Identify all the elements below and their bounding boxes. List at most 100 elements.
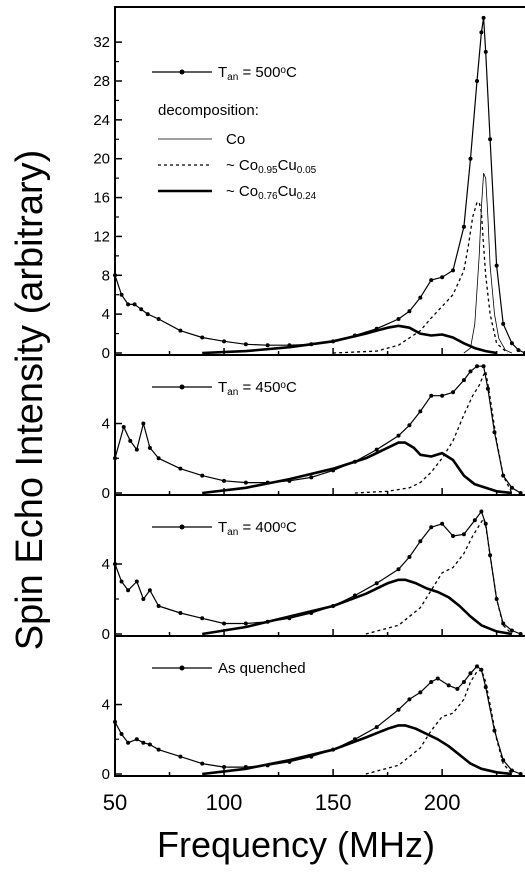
y-axis-label: Spin Echo Intensity (arbitrary): [9, 150, 51, 651]
data-point: [126, 302, 131, 307]
text-segment: T: [218, 379, 227, 396]
text-segment: ~ Co: [226, 183, 258, 200]
legend: As quenched: [152, 660, 306, 677]
degree-mark: o: [280, 380, 286, 391]
subscript: an: [227, 387, 238, 398]
data-point: [128, 438, 133, 443]
text-segment: Co: [226, 131, 245, 148]
data-point: [440, 521, 445, 526]
data-point: [265, 343, 270, 348]
data-point: [147, 742, 152, 747]
data-point: [126, 740, 131, 745]
data-point: [119, 732, 124, 737]
legend-swatch-marker: [179, 665, 185, 671]
data-point: [119, 292, 124, 297]
data-point: [222, 478, 227, 483]
subscript: 0.05: [297, 165, 317, 176]
x-tick-label: 200: [424, 790, 461, 815]
data-point: [479, 509, 484, 514]
legend-swatch-marker: [179, 384, 185, 390]
degree-mark: o: [280, 65, 286, 76]
y-tick-label: 16: [93, 190, 110, 207]
data-point: [407, 555, 412, 559]
y-tick-label: 4: [102, 416, 110, 433]
y-tick-label: 0: [102, 766, 110, 783]
series-line-data: [114, 665, 521, 775]
data-point: [119, 579, 124, 584]
data-point: [418, 690, 423, 695]
data-point: [451, 534, 456, 538]
legend-text: Tan = 500oC: [218, 64, 297, 83]
legend-swatch-marker: [179, 524, 185, 530]
data-point: [461, 532, 466, 537]
y-tick-label: 24: [93, 112, 110, 129]
legend: Tan = 400oC: [152, 519, 297, 538]
data-point: [429, 393, 434, 398]
data-point: [139, 307, 144, 312]
data-point: [141, 740, 146, 745]
data-point: [481, 364, 486, 369]
data-point: [479, 30, 484, 35]
x-tick-label: 50: [103, 790, 127, 815]
text-segment: C: [286, 519, 297, 536]
data-point: [468, 671, 473, 676]
text-segment: = 450: [238, 379, 280, 396]
panel-400: 0 4 Tan = 400oC: [102, 494, 525, 643]
text-segment: T: [218, 64, 227, 81]
y-tick-label: 4: [102, 306, 110, 323]
series-line-Co0-95Cu0-05: [354, 370, 513, 494]
data-point: [429, 278, 434, 283]
data-point: [147, 588, 152, 593]
panel-quenched: 0 4 As quenched: [102, 635, 525, 783]
data-point: [509, 341, 514, 346]
legend-text: ~ Co0.76Cu0.24: [226, 183, 317, 202]
series-line-Co0-95Cu0-05: [333, 201, 509, 354]
subscript: 0.76: [258, 191, 278, 202]
legend-text: Co: [226, 131, 245, 148]
data-point: [178, 466, 183, 471]
y-tick-label: 0: [102, 626, 110, 643]
series-line-Co0-95Cu0-05: [365, 669, 513, 775]
data-point: [141, 597, 146, 601]
data-point: [518, 772, 523, 776]
series-line-Co0-76Cu0-24: [202, 441, 513, 495]
data-point: [468, 156, 473, 161]
y-tick-label: 4: [102, 556, 110, 573]
plot-frame: [114, 494, 525, 637]
legend: Tan = 450oC: [152, 379, 297, 398]
data-point: [178, 754, 183, 759]
data-point: [200, 473, 205, 478]
data-point: [481, 15, 486, 20]
data-point: [418, 409, 423, 414]
data-point: [429, 679, 434, 684]
text-segment: ~ Co: [226, 157, 258, 174]
data-point: [222, 621, 227, 626]
data-point: [126, 588, 131, 593]
data-point: [509, 628, 514, 633]
data-point: [141, 421, 146, 426]
data-point: [485, 386, 490, 391]
data-point: [501, 321, 506, 326]
subscript: an: [227, 72, 238, 83]
text-segment: As quenched: [218, 660, 306, 677]
data-point: [309, 475, 314, 480]
data-point: [483, 49, 488, 54]
data-point: [200, 335, 205, 340]
data-point: [134, 737, 139, 742]
data-point: [468, 369, 473, 374]
y-tick-label: 32: [93, 34, 110, 51]
series-line-Co0-76Cu0-24: [201, 578, 513, 636]
x-tick-label: 100: [206, 790, 243, 815]
text-segment: = 400: [238, 519, 280, 536]
degree-mark: o: [280, 520, 286, 531]
plot-frame: [114, 6, 525, 356]
y-tick-label: 28: [93, 73, 110, 90]
data-point: [451, 268, 456, 273]
data-point: [156, 747, 161, 752]
y-tick-label: 20: [93, 151, 110, 168]
data-point: [475, 664, 480, 669]
legend-swatch-marker: [179, 69, 185, 75]
data-point: [446, 683, 451, 688]
